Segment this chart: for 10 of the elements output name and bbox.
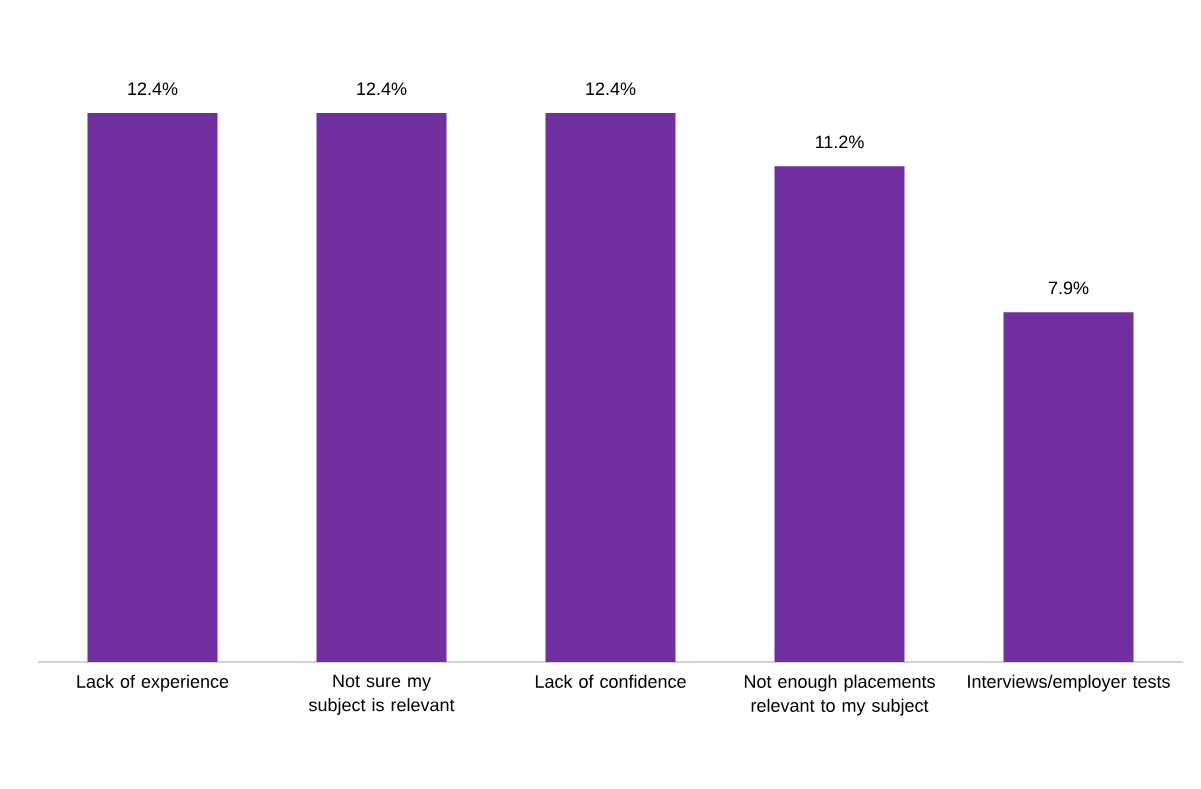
data-label: 11.2% — [816, 135, 864, 149]
data-label: 12.4% — [357, 82, 407, 96]
x-tick-label: Lack of experience — [77, 674, 229, 692]
x-tick-label: Not enough placements relevant to my subject — [744, 674, 935, 716]
x-tick-label: Interviews/employer tests — [968, 674, 1170, 692]
data-label: 7.9% — [1048, 281, 1089, 295]
data-label: 12.4% — [586, 82, 636, 96]
data-label: 12.4% — [128, 82, 178, 96]
x-tick-label: Lack of confidence — [535, 674, 686, 688]
x-tick-label: Not sure my subject is relevant — [308, 674, 455, 715]
